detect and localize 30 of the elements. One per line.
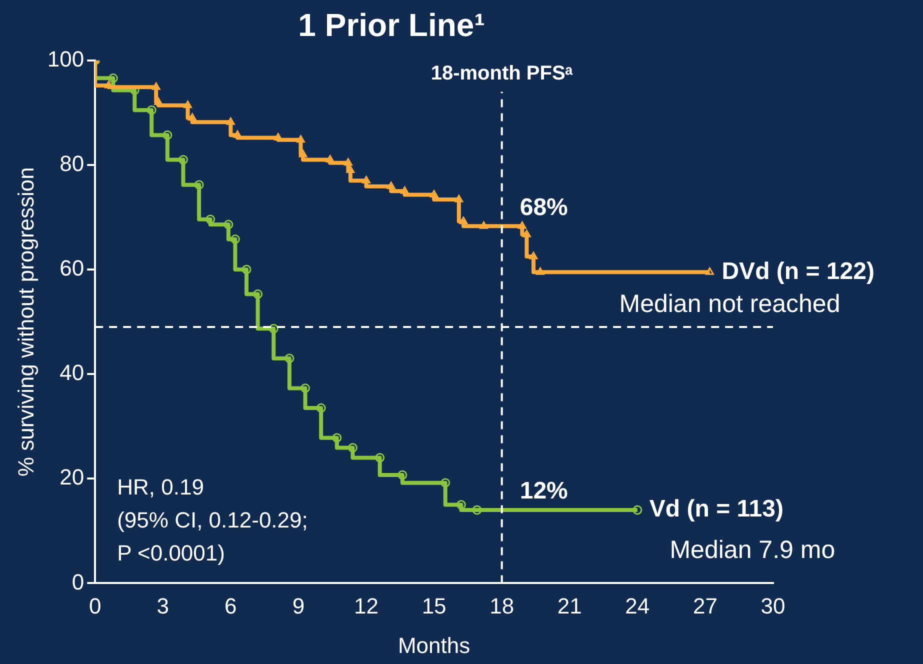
- x-tick-label: 24: [625, 593, 650, 618]
- series-label: Vd (n = 113): [649, 496, 784, 523]
- x-tick-label: 0: [88, 593, 102, 618]
- x-tick-label: 9: [292, 593, 305, 618]
- y-tick-label: 80: [60, 151, 84, 176]
- annotation: HR, 0.19: [117, 474, 204, 500]
- annotation: (95% CI, 0.12-0.29;: [117, 507, 308, 532]
- annotation: Median not reached: [619, 290, 840, 318]
- annotation: P <0.0001): [117, 540, 225, 566]
- y-tick-label: 40: [60, 360, 84, 386]
- x-tick-label: 15: [422, 593, 446, 618]
- x-axis-title: Months: [398, 632, 470, 658]
- annotation: 12%: [520, 478, 568, 505]
- y-axis-title: % surviving without progression: [13, 167, 38, 476]
- series-label: DVd (n = 122): [722, 258, 874, 285]
- x-tick-label: 3: [156, 593, 170, 618]
- chart-title: 1 Prior Line¹: [298, 7, 485, 44]
- x-tick-label: 6: [224, 593, 237, 618]
- y-tick-label: 60: [60, 256, 84, 281]
- x-tick-label: 30: [760, 593, 786, 618]
- ref-line-label: 18-month PFSᵃ: [430, 62, 574, 84]
- x-tick-label: 21: [557, 593, 582, 618]
- x-tick-label: 12: [354, 593, 379, 618]
- x-tick-label: 18: [490, 593, 514, 618]
- y-tick-label: 20: [60, 464, 84, 490]
- y-tick-label: 100: [47, 46, 84, 72]
- y-tick-label: 0: [72, 569, 84, 594]
- x-tick-label: 27: [692, 593, 718, 618]
- annotation: 68%: [520, 194, 568, 221]
- annotation: Median 7.9 mo: [670, 536, 836, 564]
